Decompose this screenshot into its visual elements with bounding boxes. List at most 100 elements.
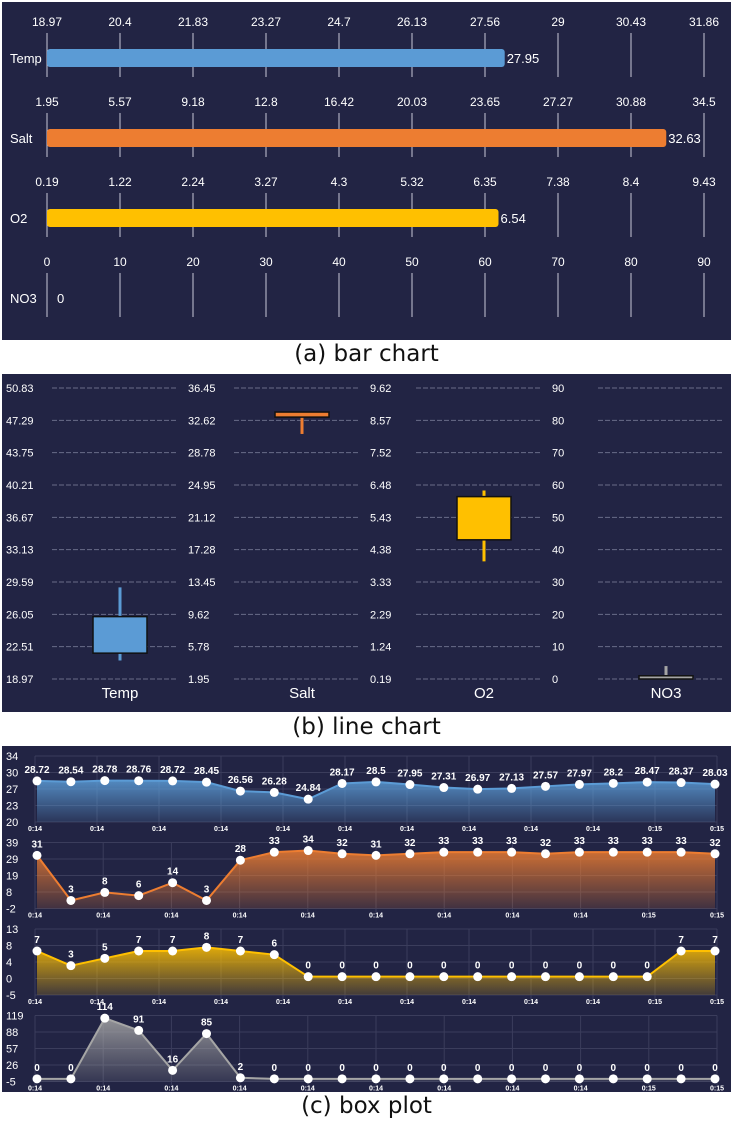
o2-y-tick-label: 0 [6, 974, 12, 986]
temp-point [507, 783, 517, 793]
temp-data-label: 28.03 [702, 768, 727, 779]
o2-point [710, 946, 720, 956]
o2-data-label: 0 [305, 961, 311, 972]
caption-c: (c) box plot [301, 1093, 432, 1119]
o2-data-label: 0 [373, 961, 379, 972]
salt-tick-label: 28.78 [188, 448, 216, 460]
salt-data-label: 8 [102, 876, 108, 887]
temp-point [269, 787, 279, 797]
temp-axis-label: Temp [102, 685, 139, 702]
no3-data-label: 0 [543, 1063, 549, 1074]
no3-data-label: 0 [712, 1063, 718, 1074]
caption-a: (a) bar chart [294, 341, 439, 367]
o2-point [32, 946, 42, 956]
no3-data-label: 0 [339, 1063, 345, 1074]
no3-tick-label: 70 [551, 255, 565, 269]
o2-tick-label: 7.52 [370, 448, 391, 460]
salt-tick-label: 17.28 [188, 545, 216, 557]
salt-point [32, 850, 42, 860]
o2-tick-label: 5.32 [400, 175, 424, 189]
no3-y-tick-label: 88 [6, 1027, 18, 1039]
o2-point [235, 946, 245, 956]
temp-data-label: 27.13 [499, 772, 524, 783]
temp-point [473, 784, 483, 794]
no3-value-label: 0 [57, 291, 64, 306]
no3-data-label: 0 [34, 1063, 40, 1074]
no3-point [235, 1073, 245, 1083]
salt-data-label: 6 [136, 880, 142, 891]
o2-data-label: 0 [339, 961, 345, 972]
o2-tick-label: 0.19 [370, 674, 391, 686]
no3-tick-label: 60 [552, 480, 564, 492]
temp-x-tick-label: 0:14 [462, 826, 476, 833]
temp-tick-label: 27.56 [470, 15, 500, 29]
no3-x-tick-label: 0:14 [301, 1086, 315, 1093]
salt-tick-label: 16.42 [324, 95, 354, 109]
salt-data-label: 3 [68, 884, 74, 895]
no3-y-tick-label: 57 [6, 1044, 18, 1056]
no3-point [32, 1074, 42, 1084]
no3-point [134, 1025, 144, 1035]
temp-data-label: 28.17 [330, 767, 355, 778]
temp-data-label: 28.45 [194, 766, 219, 777]
salt-tick-label: 1.95 [35, 95, 59, 109]
temp-x-tick-label: 0:14 [276, 826, 290, 833]
no3-point [507, 1074, 517, 1084]
o2-x-tick-label: 0:14 [524, 999, 538, 1006]
no3-data-label: 0 [577, 1063, 583, 1074]
no3-data-label: 0 [441, 1063, 447, 1074]
salt-data-label: 31 [31, 839, 43, 850]
no3-point [608, 1074, 618, 1084]
no3-tick-label: 90 [552, 383, 564, 395]
salt-x-tick-label: 0:14 [437, 913, 451, 920]
o2-tick-label: 3.33 [370, 577, 391, 589]
no3-tick-label: 40 [552, 545, 564, 557]
o2-value-label: 6.54 [501, 211, 526, 226]
salt-axis-label: Salt [289, 685, 316, 702]
salt-row-label: Salt [10, 131, 33, 146]
salt-data-label: 32 [709, 838, 721, 849]
temp-value-label: 27.95 [507, 51, 540, 66]
o2-x-tick-label: 0:14 [586, 999, 600, 1006]
o2-point [134, 946, 144, 956]
temp-data-label: 26.28 [262, 776, 287, 787]
o2-data-label: 7 [678, 935, 684, 946]
salt-point [507, 847, 517, 857]
o2-point [100, 953, 110, 963]
temp-point [710, 779, 720, 789]
salt-data-label: 33 [506, 836, 518, 847]
salt-point [337, 849, 347, 859]
o2-data-label: 7 [238, 935, 244, 946]
o2-area [37, 947, 715, 995]
no3-point [269, 1074, 279, 1084]
salt-x-tick-label: 0:15 [710, 913, 724, 920]
no3-data-label: 0 [611, 1063, 617, 1074]
temp-data-label: 28.47 [635, 766, 660, 777]
o2-x-tick-label: 0:14 [152, 999, 166, 1006]
salt-tick-label: 24.95 [188, 480, 216, 492]
salt-tick-label: 36.45 [188, 383, 216, 395]
no3-tick-label: 0 [552, 674, 558, 686]
o2-y-tick-label: 13 [6, 924, 18, 936]
o2-tick-label: 3.27 [254, 175, 278, 189]
o2-point [676, 946, 686, 956]
o2-point [303, 972, 313, 982]
temp-y-tick-label: 20 [6, 817, 18, 829]
temp-tick-label: 24.7 [327, 15, 351, 29]
salt-tick-label: 27.27 [543, 95, 573, 109]
o2-data-label: 3 [68, 950, 74, 961]
o2-point [168, 946, 178, 956]
temp-area [37, 780, 715, 822]
no3-x-tick-label: 0:14 [233, 1086, 247, 1093]
o2-data-label: 7 [34, 935, 40, 946]
salt-point [676, 847, 686, 857]
temp-data-label: 27.97 [567, 768, 592, 779]
temp-tick-label: 47.29 [6, 415, 34, 427]
o2-tick-label: 8.4 [623, 175, 640, 189]
o2-point [337, 972, 347, 982]
o2-x-tick-label: 0:14 [90, 999, 104, 1006]
salt-point [541, 849, 550, 859]
o2-box [456, 495, 512, 541]
temp-x-tick-label: 0:14 [586, 826, 600, 833]
